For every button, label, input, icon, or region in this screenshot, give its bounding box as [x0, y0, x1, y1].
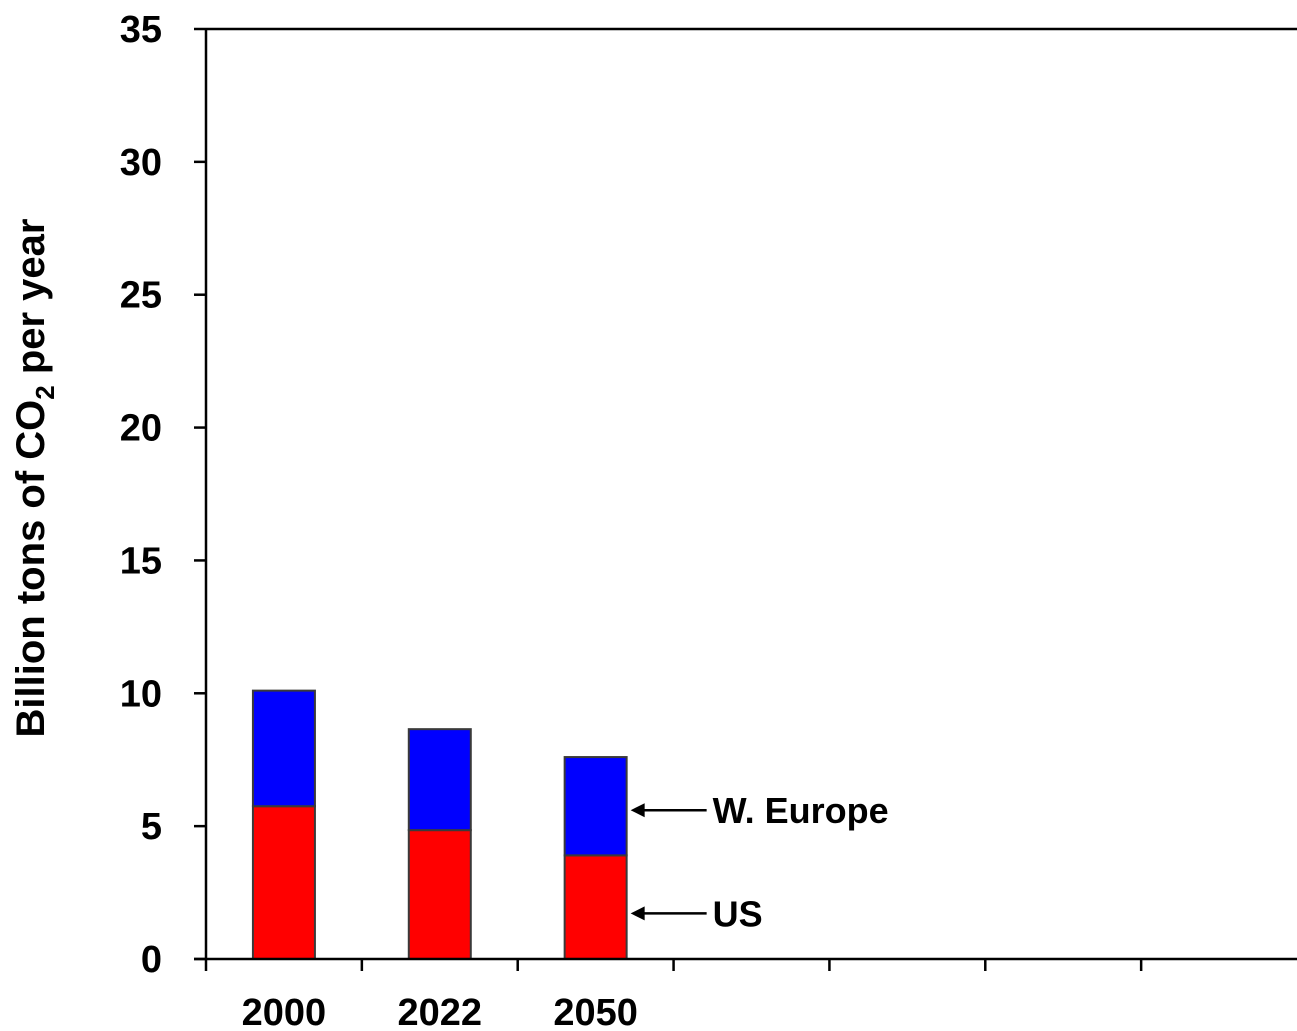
y-tick-label: 35: [120, 9, 162, 51]
annotation-arrowhead: [630, 906, 645, 921]
y-axis-title: Billion tons of CO2 per year: [9, 219, 60, 738]
annotation-label: W. Europe: [713, 790, 889, 831]
y-tick-label: 5: [141, 806, 162, 848]
y-axis-title-prefix: Billion tons of CO: [9, 400, 53, 738]
bar-us-2000: [251, 805, 316, 961]
axes: [194, 27, 1297, 961]
y-axis-title-subscript: 2: [30, 385, 60, 399]
bar-w-europe-2000: [251, 689, 316, 808]
annotation-label: US: [713, 893, 763, 934]
x-category-label: 2000: [242, 992, 327, 1031]
category-labels: 2000 2022 2050: [242, 992, 638, 1031]
x-category-label: 2022: [398, 992, 483, 1031]
y-tick-label: 15: [120, 540, 162, 582]
bar-w-europe-2022: [407, 728, 472, 832]
y-axis-title-suffix: per year: [9, 219, 53, 386]
y-tick-label: 0: [141, 939, 162, 981]
bars: [251, 689, 628, 961]
x-category-label: 2050: [553, 992, 638, 1031]
x-ticks: [204, 959, 1143, 971]
y-tick-label: 25: [120, 275, 162, 317]
bar-us-2022: [407, 829, 472, 961]
bar-us-2050: [563, 854, 628, 960]
y-tick-label: 10: [120, 673, 162, 715]
y-tick-label: 30: [120, 142, 162, 184]
y-tick-label: 20: [120, 408, 162, 450]
bar-w-europe-2050: [563, 756, 628, 857]
y-ticks: 0 5 10 15 20 25 30 35: [120, 9, 206, 981]
annotations: W. Europe US: [630, 790, 889, 934]
annotation-arrowhead: [630, 803, 645, 818]
